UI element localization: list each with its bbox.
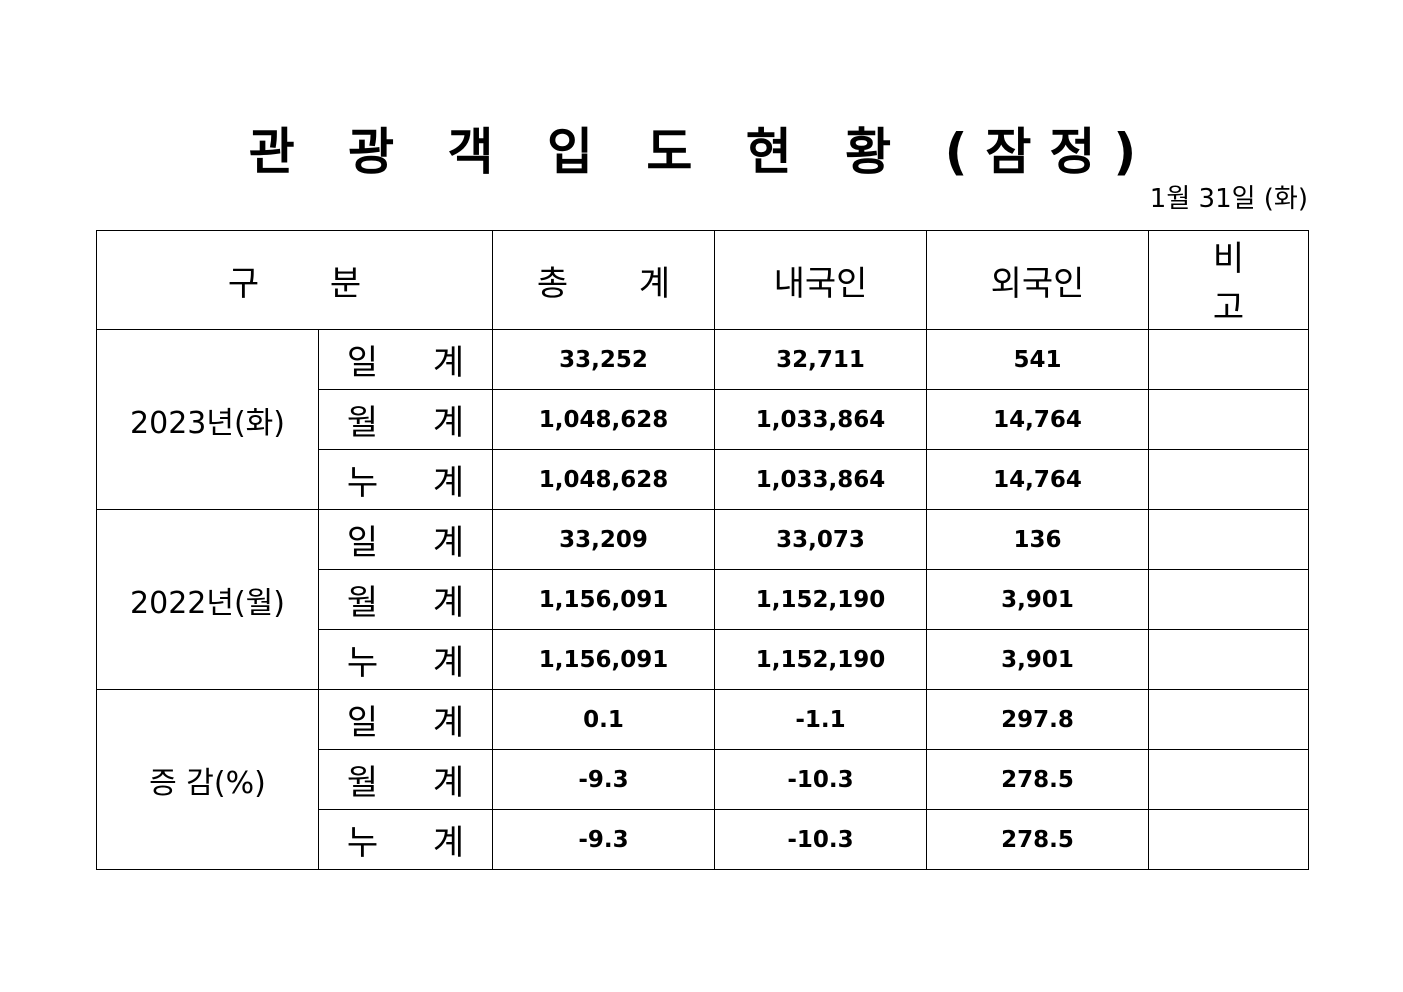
period-label: 누 계 [318, 449, 493, 510]
domestic-cell: 32,711 [714, 329, 927, 390]
group-label: 2022년(월) [96, 509, 319, 690]
table-row: 증 감(%) 일 계 0.1 -1.1 297.8 [96, 689, 1309, 870]
table-row: 2022년(월) 일 계 33,209 33,073 136 [96, 509, 1309, 690]
total-cell: 33,209 [492, 509, 715, 570]
period-label: 일 계 [318, 329, 493, 390]
report-date: 1월 31일 (화) [1149, 184, 1308, 214]
note-cell [1148, 689, 1309, 750]
domestic-cell: 1,152,190 [714, 569, 927, 630]
total-cell: 1,048,628 [492, 449, 715, 510]
note-cell [1148, 569, 1309, 630]
header-category: 구 분 [96, 230, 493, 330]
page-title: 관 광 객 입 도 현 황 (잠정) [248, 123, 1155, 181]
period-label: 누 계 [318, 809, 493, 870]
group-label: 2023년(화) [96, 329, 319, 510]
domestic-cell: 1,033,864 [714, 449, 927, 510]
period-label: 월 계 [318, 749, 493, 810]
foreign-cell: 14,764 [926, 389, 1149, 450]
domestic-cell: -1.1 [714, 689, 927, 750]
foreign-cell: 297.8 [926, 689, 1149, 750]
group-label: 증 감(%) [96, 689, 319, 870]
foreign-cell: 278.5 [926, 809, 1149, 870]
domestic-cell: -10.3 [714, 809, 927, 870]
domestic-cell: 1,033,864 [714, 389, 927, 450]
foreign-cell: 3,901 [926, 569, 1149, 630]
table-row: 월 계 -9.3 -10.3 278.5 [97, 749, 1309, 810]
total-cell: 33,252 [492, 329, 715, 390]
foreign-cell: 14,764 [926, 449, 1149, 510]
header-foreign: 외국인 [926, 230, 1149, 330]
total-cell: 0.1 [492, 689, 715, 750]
period-label: 월 계 [318, 389, 493, 450]
domestic-cell: 33,073 [714, 509, 927, 570]
domestic-cell: -10.3 [714, 749, 927, 810]
total-cell: 1,156,091 [492, 569, 715, 630]
header-domestic: 내국인 [714, 230, 927, 330]
note-cell [1148, 329, 1309, 390]
foreign-cell: 136 [926, 509, 1149, 570]
period-label: 누 계 [318, 629, 493, 690]
note-cell [1148, 389, 1309, 450]
total-cell: -9.3 [492, 749, 715, 810]
note-cell [1148, 809, 1309, 870]
note-cell [1148, 749, 1309, 810]
foreign-cell: 3,901 [926, 629, 1149, 690]
period-label: 일 계 [318, 689, 493, 750]
total-cell: 1,156,091 [492, 629, 715, 690]
foreign-cell: 541 [926, 329, 1149, 390]
note-cell [1148, 509, 1309, 570]
header-row: 구 분 총 계 내국인 외국인 비 고 [96, 230, 1309, 330]
header-note: 비 고 [1148, 230, 1309, 330]
table-row: 누 계 1,048,628 1,033,864 14,764 [97, 449, 1309, 510]
note-cell [1148, 449, 1309, 510]
foreign-cell: 278.5 [926, 749, 1149, 810]
period-label: 일 계 [318, 509, 493, 570]
period-label: 월 계 [318, 569, 493, 630]
header-total: 총 계 [492, 230, 715, 330]
tourist-arrivals-table: 구 분 총 계 내국인 외국인 비 고 2023년(화) 일 계 33,252 32,… [96, 230, 1309, 870]
table-row: 누 계 -9.3 -10.3 278.5 [97, 809, 1309, 870]
table-row: 누 계 1,156,091 1,152,190 3,901 [97, 629, 1309, 690]
table-row: 월 계 1,156,091 1,152,190 3,901 [97, 569, 1309, 630]
total-cell: -9.3 [492, 809, 715, 870]
total-cell: 1,048,628 [492, 389, 715, 450]
note-cell [1148, 629, 1309, 690]
domestic-cell: 1,152,190 [714, 629, 927, 690]
table-row: 2023년(화) 일 계 33,252 32,711 541 [96, 329, 1309, 510]
